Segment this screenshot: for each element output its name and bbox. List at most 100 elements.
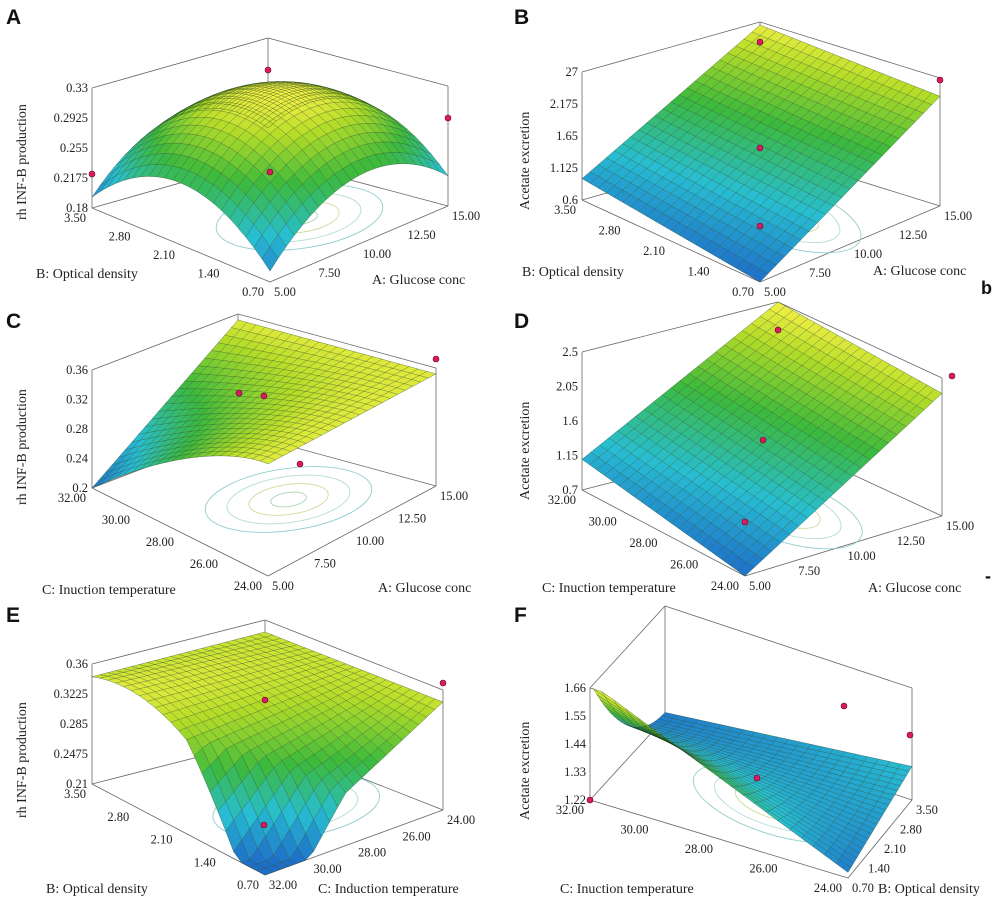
surface-cell [630, 129, 647, 142]
surface-cell [646, 138, 663, 150]
surface-cell [294, 372, 311, 380]
surface-cell [810, 415, 828, 428]
surface-cell [864, 434, 881, 447]
surface-cell [241, 363, 258, 372]
surface-cell [156, 143, 173, 154]
surface-cell [257, 637, 274, 643]
surface-cell [322, 699, 339, 709]
surface-cell [106, 466, 122, 478]
surface-cell [833, 160, 851, 173]
mesh-line [179, 89, 360, 176]
surface-cell [663, 146, 680, 159]
surface-cell [216, 395, 232, 403]
surface-cell [274, 693, 291, 702]
surface-cell [317, 91, 335, 97]
surface-cell [787, 349, 804, 362]
surface-cell [836, 814, 852, 824]
surface-cell [259, 450, 276, 457]
surface-cell [767, 744, 783, 752]
surface-cell [330, 704, 347, 715]
surface-cell [801, 55, 818, 66]
surface-cell [301, 85, 318, 89]
surface-cell [691, 473, 709, 487]
surface-cell [342, 115, 359, 126]
surface-cell [731, 473, 749, 487]
surface-cell [833, 136, 851, 149]
surface-cell [217, 437, 234, 443]
surface-cell [723, 772, 738, 779]
surface-cell [221, 147, 238, 163]
surface-cell [190, 395, 206, 403]
surface-cell [809, 173, 826, 186]
surface-cell [824, 851, 840, 864]
surface-cell [703, 88, 720, 100]
y-tick-label: 26.00 [749, 862, 777, 876]
surface-cell [736, 504, 753, 518]
surface-cell [866, 116, 883, 128]
surface-cell [754, 488, 771, 502]
surface-cell [207, 428, 223, 435]
surface-cell [907, 98, 924, 110]
surface-cell [593, 688, 609, 703]
surface-cell [221, 179, 238, 199]
surface-cell [850, 168, 867, 181]
surface-cell [589, 457, 606, 470]
surface-cell [678, 451, 695, 464]
surface-cell [170, 415, 186, 424]
surface-cell [818, 354, 835, 367]
surface-cell [155, 666, 171, 672]
surface-cell [265, 855, 282, 866]
surface-cell [351, 365, 368, 373]
surface-cell [180, 110, 197, 120]
surface-cell [798, 802, 814, 811]
surface-cell [240, 428, 256, 434]
mesh-line [249, 635, 427, 718]
mesh-line [219, 81, 400, 164]
surface-cell [711, 196, 728, 209]
surface-cell [194, 652, 211, 658]
surface-cell [244, 453, 260, 459]
surface-cell [156, 153, 173, 165]
surface-cell [138, 457, 154, 466]
surface-cell [221, 162, 238, 180]
surface-cell [825, 358, 843, 371]
surface-cell [178, 683, 195, 691]
surface-cell [882, 88, 900, 100]
surface-cell [731, 778, 747, 786]
surface-cell [229, 168, 246, 187]
surface-cell [701, 755, 717, 761]
y-tick-label: 2.10 [643, 244, 665, 258]
surface-cell [768, 239, 785, 253]
surface-cell [326, 119, 343, 131]
surface-cell [796, 789, 812, 797]
surface-cell [899, 83, 916, 95]
surface-cell [654, 108, 672, 120]
surface-cell [310, 187, 327, 208]
surface-cell [252, 408, 269, 415]
surface-cell [687, 443, 704, 457]
surface-cell [269, 338, 286, 347]
surface-cell [765, 524, 783, 538]
surface-cell [680, 741, 695, 746]
surface-cell [722, 481, 740, 495]
surface-cell [846, 763, 862, 771]
surface-cell [254, 379, 270, 386]
response-surface [92, 81, 448, 272]
surface-cell [646, 172, 664, 185]
surface-cell [108, 164, 125, 181]
surface-cell [221, 122, 238, 135]
surface-cell [729, 727, 744, 734]
mesh-line [730, 741, 800, 787]
surface-cell [391, 133, 408, 145]
surface-cell [679, 120, 696, 133]
surface-cell [670, 729, 686, 735]
surface-cell [801, 181, 818, 194]
surface-cell [831, 441, 849, 455]
surface-cell [630, 141, 647, 153]
surface-cell [703, 203, 720, 217]
surface-cell [334, 127, 351, 140]
surface-cell [760, 126, 777, 138]
surface-cell [210, 716, 227, 728]
surface-cell [784, 438, 801, 452]
surface-cell [304, 420, 320, 427]
